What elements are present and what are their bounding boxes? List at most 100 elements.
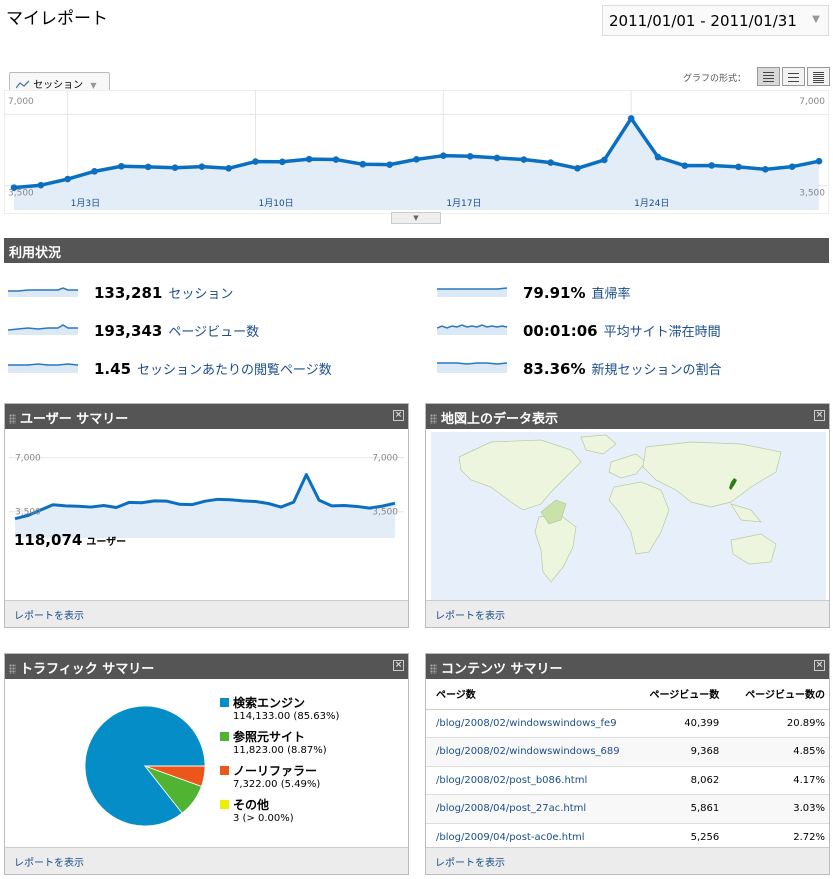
- data-point-day-25: [654, 153, 662, 161]
- data-point-day-17: [440, 152, 447, 159]
- metric-tab-sessions[interactable]: セッション ▼: [9, 72, 110, 92]
- y-axis-label-mid-right: 3,500: [372, 508, 398, 518]
- map-header[interactable]: 地図上のデータ表示 ×: [426, 404, 829, 429]
- table-row: /blog/2008/02/post_b086.html 8,062 4.17%: [426, 766, 829, 795]
- view-report-link[interactable]: レポートを表示: [14, 858, 84, 869]
- legend-swatch: [220, 732, 229, 741]
- y-axis-label-max: 7,000: [8, 97, 34, 107]
- close-icon[interactable]: ×: [393, 410, 404, 421]
- view-report-link[interactable]: レポートを表示: [435, 611, 505, 622]
- drag-handle-icon[interactable]: [9, 664, 16, 674]
- user-total-value: 118,074: [14, 531, 83, 549]
- column-header-pageviews[interactable]: ページビュー数: [628, 679, 724, 710]
- user-summary-widget: ユーザー サマリー × 7,000 3,500 7,000 3,500 118,074…: [4, 403, 409, 628]
- traffic-pie-chart: [84, 705, 206, 827]
- graph-type-button-1[interactable]: [757, 67, 780, 86]
- metric-number: 00:01:06: [523, 322, 598, 340]
- data-point-day-10: [252, 158, 259, 165]
- metric-label-link[interactable]: 平均サイト滞在時間: [603, 325, 721, 340]
- graph-type-button-2[interactable]: [782, 67, 805, 86]
- y-axis-label-mid-right: 3,500: [799, 189, 825, 199]
- chart-expand-handle[interactable]: ▼: [391, 212, 441, 224]
- x-axis-label: 1月24日: [634, 198, 669, 209]
- page-path-link[interactable]: /blog/2008/02/windowswindows_689: [426, 737, 629, 767]
- legend-label[interactable]: その他: [233, 798, 270, 812]
- legend-label[interactable]: 参照元サイト: [233, 730, 306, 744]
- page-path-link[interactable]: /blog/2008/02/windowswindows_fe9: [426, 709, 629, 738]
- metric-label-link[interactable]: 新規セッションの割合: [591, 363, 722, 378]
- users-line: [14, 473, 396, 521]
- pageview-count: 8,062: [628, 766, 724, 795]
- highlight-region: [540, 499, 567, 525]
- legend-label[interactable]: ノーリファラー: [233, 764, 318, 778]
- close-icon[interactable]: ×: [814, 410, 825, 421]
- world-map[interactable]: [431, 432, 826, 600]
- user-summary-header[interactable]: ユーザー サマリー ×: [5, 404, 408, 429]
- legend-value: 7,322.00 (5.49%): [233, 779, 321, 790]
- traffic-legend-item: 参照元サイト 11,823.00 (8.87%): [220, 728, 327, 756]
- metric-label-link[interactable]: セッションあたりの閲覧ページ数: [137, 363, 332, 378]
- content-summary-header[interactable]: コンテンツ サマリー ×: [426, 654, 829, 679]
- data-point-day-11: [279, 158, 286, 166]
- dropdown-arrow-icon: ▼: [90, 81, 97, 90]
- metric-number: 193,343: [94, 322, 163, 340]
- column-header-pageview-share[interactable]: ページビュー数の: [723, 679, 829, 710]
- sparkline-new-session-rate: [437, 362, 508, 373]
- metric-label-link[interactable]: 直帰率: [591, 287, 631, 302]
- column-header-page[interactable]: ページ数: [426, 679, 629, 710]
- data-point-day-1: [10, 184, 18, 191]
- map-title: 地図上のデータ表示: [441, 412, 559, 427]
- sparkline-sessions: [8, 287, 78, 297]
- page-path-link[interactable]: /blog/2008/04/post_27ac.html: [426, 794, 629, 824]
- table-row: /blog/2008/04/post_27ac.html 5,861 3.03%: [426, 794, 829, 824]
- y-axis-label-max-right: 7,000: [372, 454, 398, 464]
- sessions-chart: 7,000 3,500 7,000 3,500 1月3日 1月10日 1月17日 1月24日: [4, 90, 829, 218]
- y-axis-label-max-right: 7,000: [799, 97, 825, 107]
- graph-type-button-3[interactable]: [807, 67, 830, 86]
- view-report-link[interactable]: レポートを表示: [14, 611, 84, 622]
- data-point-day-14: [359, 160, 367, 168]
- australia: [730, 533, 777, 565]
- metric-label-link[interactable]: セッション: [168, 287, 234, 302]
- page-path-link[interactable]: /blog/2008/02/post_b086.html: [426, 766, 629, 795]
- drag-handle-icon[interactable]: [9, 414, 16, 424]
- legend-value: 11,823.00 (8.87%): [233, 745, 327, 756]
- drag-handle-icon[interactable]: [430, 664, 437, 674]
- y-axis-label-mid: 3,500: [8, 189, 34, 199]
- traffic-summary-header[interactable]: トラフィック サマリー ×: [5, 654, 408, 679]
- close-icon[interactable]: ×: [814, 660, 825, 671]
- legend-swatch: [220, 698, 229, 707]
- x-axis-label: 1月10日: [259, 198, 294, 209]
- data-point-day-20: [520, 156, 528, 163]
- greenland: [580, 434, 617, 455]
- traffic-summary-widget: トラフィック サマリー × 検索エンジン 114,133.00 (85.63%) 参…: [4, 653, 409, 875]
- data-point-day-15: [386, 161, 393, 168]
- data-point-day-2: [37, 181, 45, 189]
- usage-section-title: 利用状況: [4, 238, 829, 263]
- data-point-day-5: [118, 162, 125, 170]
- view-report-link[interactable]: レポートを表示: [435, 858, 505, 869]
- metric-number: 133,281: [94, 284, 163, 302]
- user-total: 118,074 ユーザー: [14, 531, 126, 549]
- date-range-selector[interactable]: 2011/01/01 - 2011/01/31 ▼: [602, 5, 829, 36]
- map-footer: レポートを表示: [426, 600, 829, 627]
- data-point-day-6: [144, 163, 152, 171]
- metric-value: 00:01:06 平均サイト滞在時間: [523, 321, 721, 340]
- close-icon[interactable]: ×: [393, 660, 404, 671]
- legend-value: 3 (> 0.00%): [233, 813, 294, 824]
- map-widget: 地図上のデータ表示 × レポートを表示: [425, 403, 830, 628]
- user-summary-footer: レポートを表示: [5, 600, 408, 627]
- data-point-day-18: [466, 152, 474, 160]
- metric-label-link[interactable]: ページビュー数: [168, 325, 260, 340]
- africa: [608, 481, 670, 555]
- table-row: /blog/2008/02/windowswindows_689 9,368 4.8…: [426, 737, 829, 767]
- metric-value: 193,343 ページビュー数: [94, 321, 259, 340]
- line-chart-icon: [15, 80, 30, 89]
- data-point-day-19: [493, 154, 501, 162]
- data-point-day-27: [708, 162, 715, 169]
- drag-handle-icon[interactable]: [430, 414, 437, 424]
- chevron-down-icon[interactable]: ▼: [812, 14, 820, 25]
- legend-label[interactable]: 検索エンジン: [233, 696, 306, 710]
- data-point-day-30: [788, 163, 796, 170]
- sparkline-avg-time-on-site: [437, 324, 508, 335]
